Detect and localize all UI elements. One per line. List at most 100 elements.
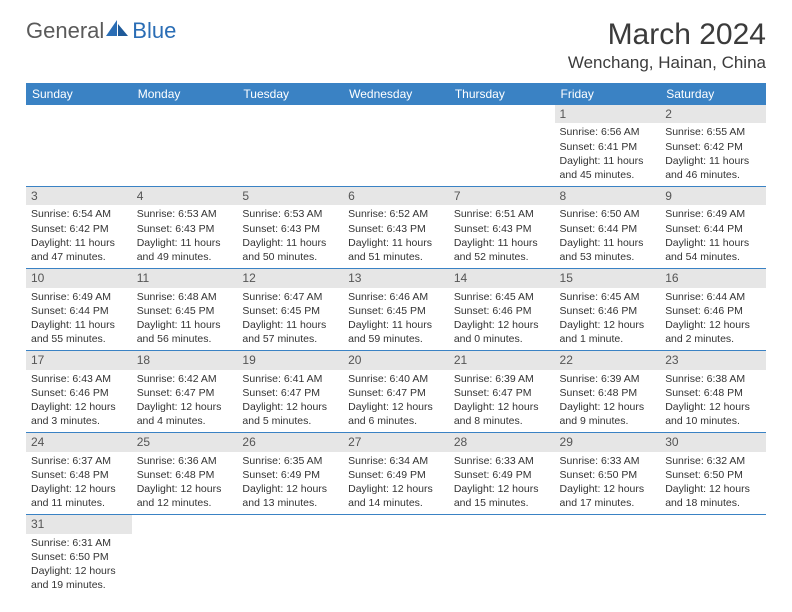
sunrise-text: Sunrise: 6:54 AM — [31, 207, 127, 221]
sunset-text: Sunset: 6:47 PM — [242, 386, 338, 400]
calendar-cell: 17Sunrise: 6:43 AMSunset: 6:46 PMDayligh… — [26, 351, 132, 433]
day-number: 7 — [449, 187, 555, 205]
calendar-table: SundayMondayTuesdayWednesdayThursdayFrid… — [26, 83, 766, 596]
daylight-text: Daylight: 12 hours and 14 minutes. — [348, 482, 444, 510]
day-details: Sunrise: 6:56 AMSunset: 6:41 PMDaylight:… — [555, 123, 661, 186]
calendar-cell: 2Sunrise: 6:55 AMSunset: 6:42 PMDaylight… — [660, 105, 766, 187]
daylight-text: Daylight: 11 hours and 54 minutes. — [665, 236, 761, 264]
daylight-text: Daylight: 11 hours and 47 minutes. — [31, 236, 127, 264]
day-number: 18 — [132, 351, 238, 369]
sunset-text: Sunset: 6:47 PM — [137, 386, 233, 400]
calendar-cell: 5Sunrise: 6:53 AMSunset: 6:43 PMDaylight… — [237, 187, 343, 269]
title-block: March 2024 Wenchang, Hainan, China — [568, 18, 766, 73]
sunrise-text: Sunrise: 6:45 AM — [560, 290, 656, 304]
daylight-text: Daylight: 11 hours and 49 minutes. — [137, 236, 233, 264]
day-details: Sunrise: 6:36 AMSunset: 6:48 PMDaylight:… — [132, 452, 238, 515]
day-details: Sunrise: 6:54 AMSunset: 6:42 PMDaylight:… — [26, 205, 132, 268]
daylight-text: Daylight: 11 hours and 45 minutes. — [560, 154, 656, 182]
daylight-text: Daylight: 11 hours and 55 minutes. — [31, 318, 127, 346]
sunrise-text: Sunrise: 6:48 AM — [137, 290, 233, 304]
sunrise-text: Sunrise: 6:36 AM — [137, 454, 233, 468]
calendar-cell: 23Sunrise: 6:38 AMSunset: 6:48 PMDayligh… — [660, 351, 766, 433]
calendar-cell: 26Sunrise: 6:35 AMSunset: 6:49 PMDayligh… — [237, 433, 343, 515]
calendar-cell: 24Sunrise: 6:37 AMSunset: 6:48 PMDayligh… — [26, 433, 132, 515]
sunset-text: Sunset: 6:42 PM — [665, 140, 761, 154]
sunset-text: Sunset: 6:50 PM — [31, 550, 127, 564]
sunset-text: Sunset: 6:43 PM — [348, 222, 444, 236]
day-details: Sunrise: 6:33 AMSunset: 6:49 PMDaylight:… — [449, 452, 555, 515]
day-number: 3 — [26, 187, 132, 205]
sunrise-text: Sunrise: 6:45 AM — [454, 290, 550, 304]
calendar-row: 3Sunrise: 6:54 AMSunset: 6:42 PMDaylight… — [26, 187, 766, 269]
sunset-text: Sunset: 6:43 PM — [242, 222, 338, 236]
day-number: 20 — [343, 351, 449, 369]
day-number: 13 — [343, 269, 449, 287]
month-title: March 2024 — [568, 18, 766, 51]
sunrise-text: Sunrise: 6:33 AM — [454, 454, 550, 468]
daylight-text: Daylight: 12 hours and 9 minutes. — [560, 400, 656, 428]
sunset-text: Sunset: 6:41 PM — [560, 140, 656, 154]
day-details: Sunrise: 6:49 AMSunset: 6:44 PMDaylight:… — [660, 205, 766, 268]
daylight-text: Daylight: 12 hours and 8 minutes. — [454, 400, 550, 428]
day-details: Sunrise: 6:47 AMSunset: 6:45 PMDaylight:… — [237, 288, 343, 351]
calendar-row: 31Sunrise: 6:31 AMSunset: 6:50 PMDayligh… — [26, 515, 766, 597]
day-number: 15 — [555, 269, 661, 287]
day-number: 2 — [660, 105, 766, 123]
day-number: 5 — [237, 187, 343, 205]
calendar-cell-empty — [237, 515, 343, 597]
day-details: Sunrise: 6:50 AMSunset: 6:44 PMDaylight:… — [555, 205, 661, 268]
sunset-text: Sunset: 6:43 PM — [137, 222, 233, 236]
daylight-text: Daylight: 12 hours and 2 minutes. — [665, 318, 761, 346]
daylight-text: Daylight: 11 hours and 52 minutes. — [454, 236, 550, 264]
sunrise-text: Sunrise: 6:51 AM — [454, 207, 550, 221]
calendar-row: 17Sunrise: 6:43 AMSunset: 6:46 PMDayligh… — [26, 351, 766, 433]
sunrise-text: Sunrise: 6:39 AM — [560, 372, 656, 386]
weekday-header: Sunday — [26, 83, 132, 105]
sunrise-text: Sunrise: 6:34 AM — [348, 454, 444, 468]
daylight-text: Daylight: 11 hours and 57 minutes. — [242, 318, 338, 346]
daylight-text: Daylight: 12 hours and 17 minutes. — [560, 482, 656, 510]
day-details: Sunrise: 6:55 AMSunset: 6:42 PMDaylight:… — [660, 123, 766, 186]
sunset-text: Sunset: 6:50 PM — [665, 468, 761, 482]
day-number: 27 — [343, 433, 449, 451]
logo-text-2: Blue — [132, 18, 176, 44]
day-details: Sunrise: 6:52 AMSunset: 6:43 PMDaylight:… — [343, 205, 449, 268]
calendar-cell-empty — [449, 105, 555, 187]
day-number: 30 — [660, 433, 766, 451]
sunset-text: Sunset: 6:48 PM — [665, 386, 761, 400]
calendar-cell: 19Sunrise: 6:41 AMSunset: 6:47 PMDayligh… — [237, 351, 343, 433]
day-details: Sunrise: 6:37 AMSunset: 6:48 PMDaylight:… — [26, 452, 132, 515]
day-details: Sunrise: 6:41 AMSunset: 6:47 PMDaylight:… — [237, 370, 343, 433]
day-details: Sunrise: 6:39 AMSunset: 6:47 PMDaylight:… — [449, 370, 555, 433]
calendar-cell: 4 Sunrise: 6:53 AMSunset: 6:43 PMDaylight… — [132, 187, 238, 269]
day-number: 29 — [555, 433, 661, 451]
sunrise-text: Sunrise: 6:53 AM — [137, 207, 233, 221]
daylight-text: Daylight: 12 hours and 18 minutes. — [665, 482, 761, 510]
sunrise-text: Sunrise: 6:38 AM — [665, 372, 761, 386]
sunrise-text: Sunrise: 6:33 AM — [560, 454, 656, 468]
day-number: 4 — [132, 187, 238, 205]
header: General Blue March 2024 Wenchang, Hainan… — [26, 18, 766, 73]
daylight-text: Daylight: 12 hours and 12 minutes. — [137, 482, 233, 510]
calendar-cell-empty — [449, 515, 555, 597]
sunrise-text: Sunrise: 6:49 AM — [665, 207, 761, 221]
day-details: Sunrise: 6:45 AMSunset: 6:46 PMDaylight:… — [555, 288, 661, 351]
day-number: 24 — [26, 433, 132, 451]
calendar-cell: 6Sunrise: 6:52 AMSunset: 6:43 PMDaylight… — [343, 187, 449, 269]
day-number: 26 — [237, 433, 343, 451]
daylight-text: Daylight: 11 hours and 51 minutes. — [348, 236, 444, 264]
logo: General Blue — [26, 18, 176, 44]
sunrise-text: Sunrise: 6:39 AM — [454, 372, 550, 386]
sunrise-text: Sunrise: 6:41 AM — [242, 372, 338, 386]
day-number: 8 — [555, 187, 661, 205]
day-details: Sunrise: 6:38 AMSunset: 6:48 PMDaylight:… — [660, 370, 766, 433]
weekday-header: Saturday — [660, 83, 766, 105]
sunset-text: Sunset: 6:45 PM — [242, 304, 338, 318]
sunset-text: Sunset: 6:47 PM — [454, 386, 550, 400]
weekday-header-row: SundayMondayTuesdayWednesdayThursdayFrid… — [26, 83, 766, 105]
day-details: Sunrise: 6:32 AMSunset: 6:50 PMDaylight:… — [660, 452, 766, 515]
sunset-text: Sunset: 6:48 PM — [560, 386, 656, 400]
calendar-cell: 14Sunrise: 6:45 AMSunset: 6:46 PMDayligh… — [449, 269, 555, 351]
calendar-cell-empty — [237, 105, 343, 187]
sunset-text: Sunset: 6:48 PM — [31, 468, 127, 482]
